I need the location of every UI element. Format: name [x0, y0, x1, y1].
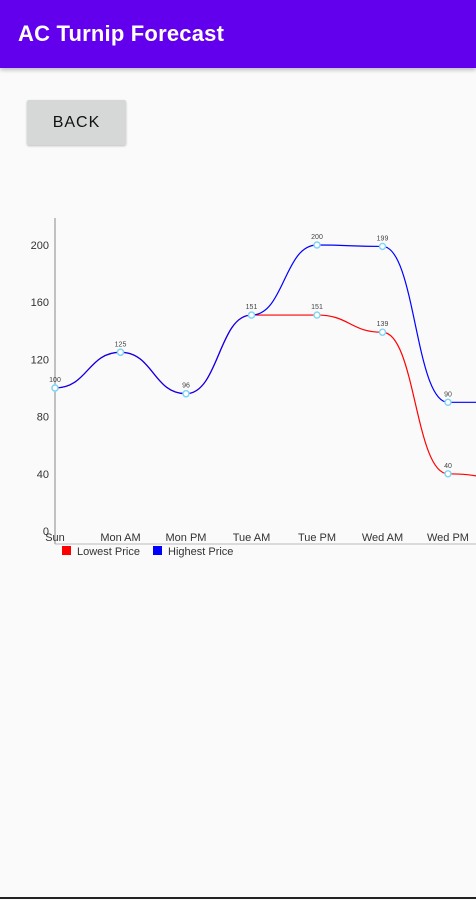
data-label: 90 — [444, 391, 452, 398]
x-tick-label: Mon AM — [100, 532, 140, 544]
data-point-highest — [116, 348, 125, 356]
price-chart: 0 40 80 120 160 200 Sun Mon AM Mon PM Tue AM Tue P… — [0, 200, 476, 580]
data-point-highest — [444, 398, 452, 407]
data-label: 200 — [311, 234, 323, 241]
bottom-divider — [0, 897, 476, 899]
y-tick-label: 0 — [43, 526, 49, 538]
data-point-highest — [247, 311, 256, 319]
x-tick-label: Sun — [45, 532, 65, 544]
x-tick-label: Tue PM — [298, 532, 336, 544]
data-point-highest — [378, 242, 387, 251]
x-tick-label: Wed PM — [427, 532, 469, 544]
legend-label-highest: Highest Price — [168, 546, 233, 558]
data-label: 151 — [246, 304, 258, 311]
data-label: 100 — [49, 377, 61, 384]
y-tick-label: 80 — [37, 412, 49, 424]
legend-swatch-highest — [153, 546, 162, 555]
data-label: 96 — [182, 383, 190, 390]
data-point-highest — [182, 390, 190, 398]
x-tick-label: Mon PM — [166, 532, 207, 544]
app-bar: AC Turnip Forecast — [0, 0, 476, 68]
back-button[interactable]: BACK — [27, 100, 126, 145]
legend-label-lowest: Lowest Price — [77, 546, 140, 558]
line-chart-svg: 0 40 80 120 160 200 Sun Mon AM Mon PM Tue AM Tue P… — [31, 218, 476, 558]
legend-swatch-lowest — [62, 546, 71, 555]
data-label: 199 — [377, 235, 389, 242]
y-tick-label: 40 — [37, 469, 49, 481]
data-point-lowest — [313, 311, 321, 319]
data-label: 151 — [311, 304, 323, 311]
y-tick-label: 120 — [31, 354, 49, 366]
data-point-lowest — [444, 470, 452, 478]
data-label: 139 — [377, 321, 389, 328]
y-tick-label: 200 — [31, 240, 49, 252]
data-point-lowest — [378, 328, 387, 336]
x-tick-label: Tue AM — [233, 532, 271, 544]
y-tick-label: 160 — [31, 297, 49, 309]
data-point-highest — [51, 384, 59, 392]
data-point-highest — [313, 241, 321, 249]
data-label: 40 — [444, 463, 452, 470]
series-line-highest — [54, 244, 476, 403]
x-tick-label: Wed AM — [362, 532, 403, 544]
data-label: 125 — [115, 341, 127, 348]
app-title: AC Turnip Forecast — [18, 21, 225, 46]
series-line-lowest — [54, 314, 476, 477]
